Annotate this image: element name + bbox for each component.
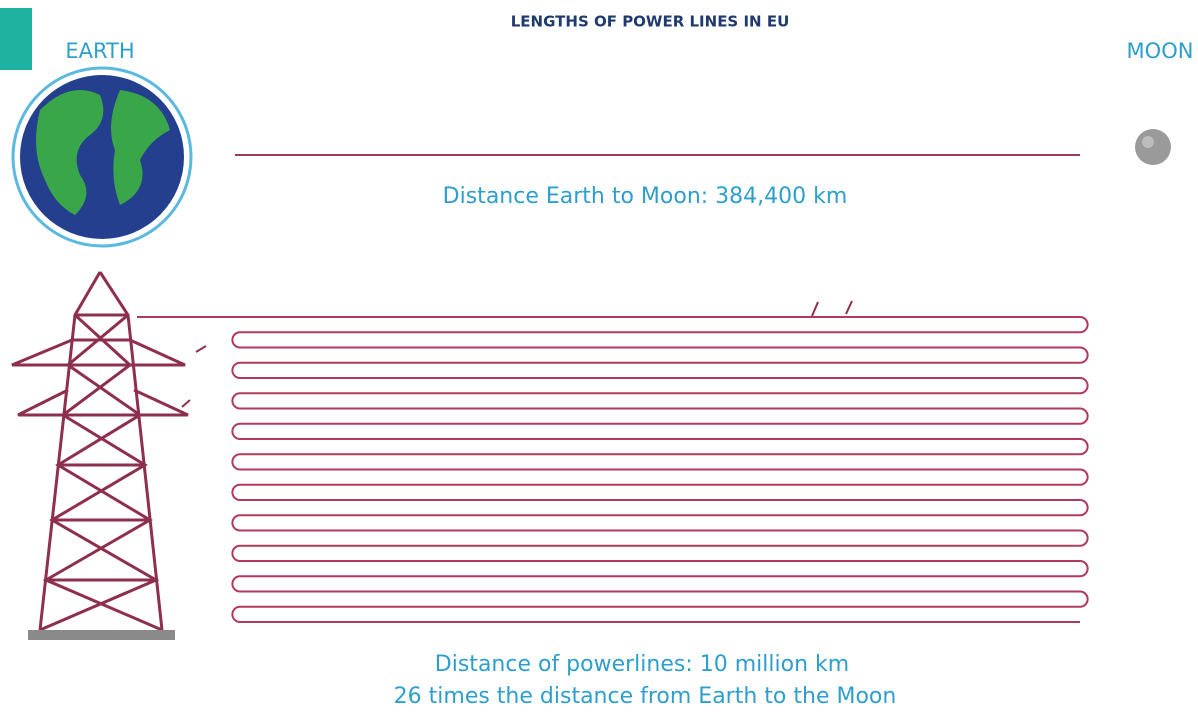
moon-crater: [1142, 136, 1154, 148]
title: LENGTHS OF POWER LINES IN EU: [511, 13, 790, 31]
moon-distance-text: Distance Earth to Moon: 384,400 km: [443, 184, 848, 209]
moon-label: MOON: [1127, 39, 1194, 63]
powerline-text: Distance of powerlines: 10 million km: [435, 652, 849, 677]
infographic: LENGTHS OF POWER LINES IN EU EARTH MOON …: [0, 0, 1198, 712]
power-line-coil: [137, 317, 1088, 622]
corner-tab: [0, 8, 32, 70]
earth-label: EARTH: [65, 39, 134, 63]
comparison-text: 26 times the distance from Earth to the …: [394, 684, 897, 709]
pylon-base: [28, 630, 175, 640]
earth: [13, 68, 191, 246]
moon: [1135, 129, 1171, 165]
pylon: [12, 272, 188, 630]
